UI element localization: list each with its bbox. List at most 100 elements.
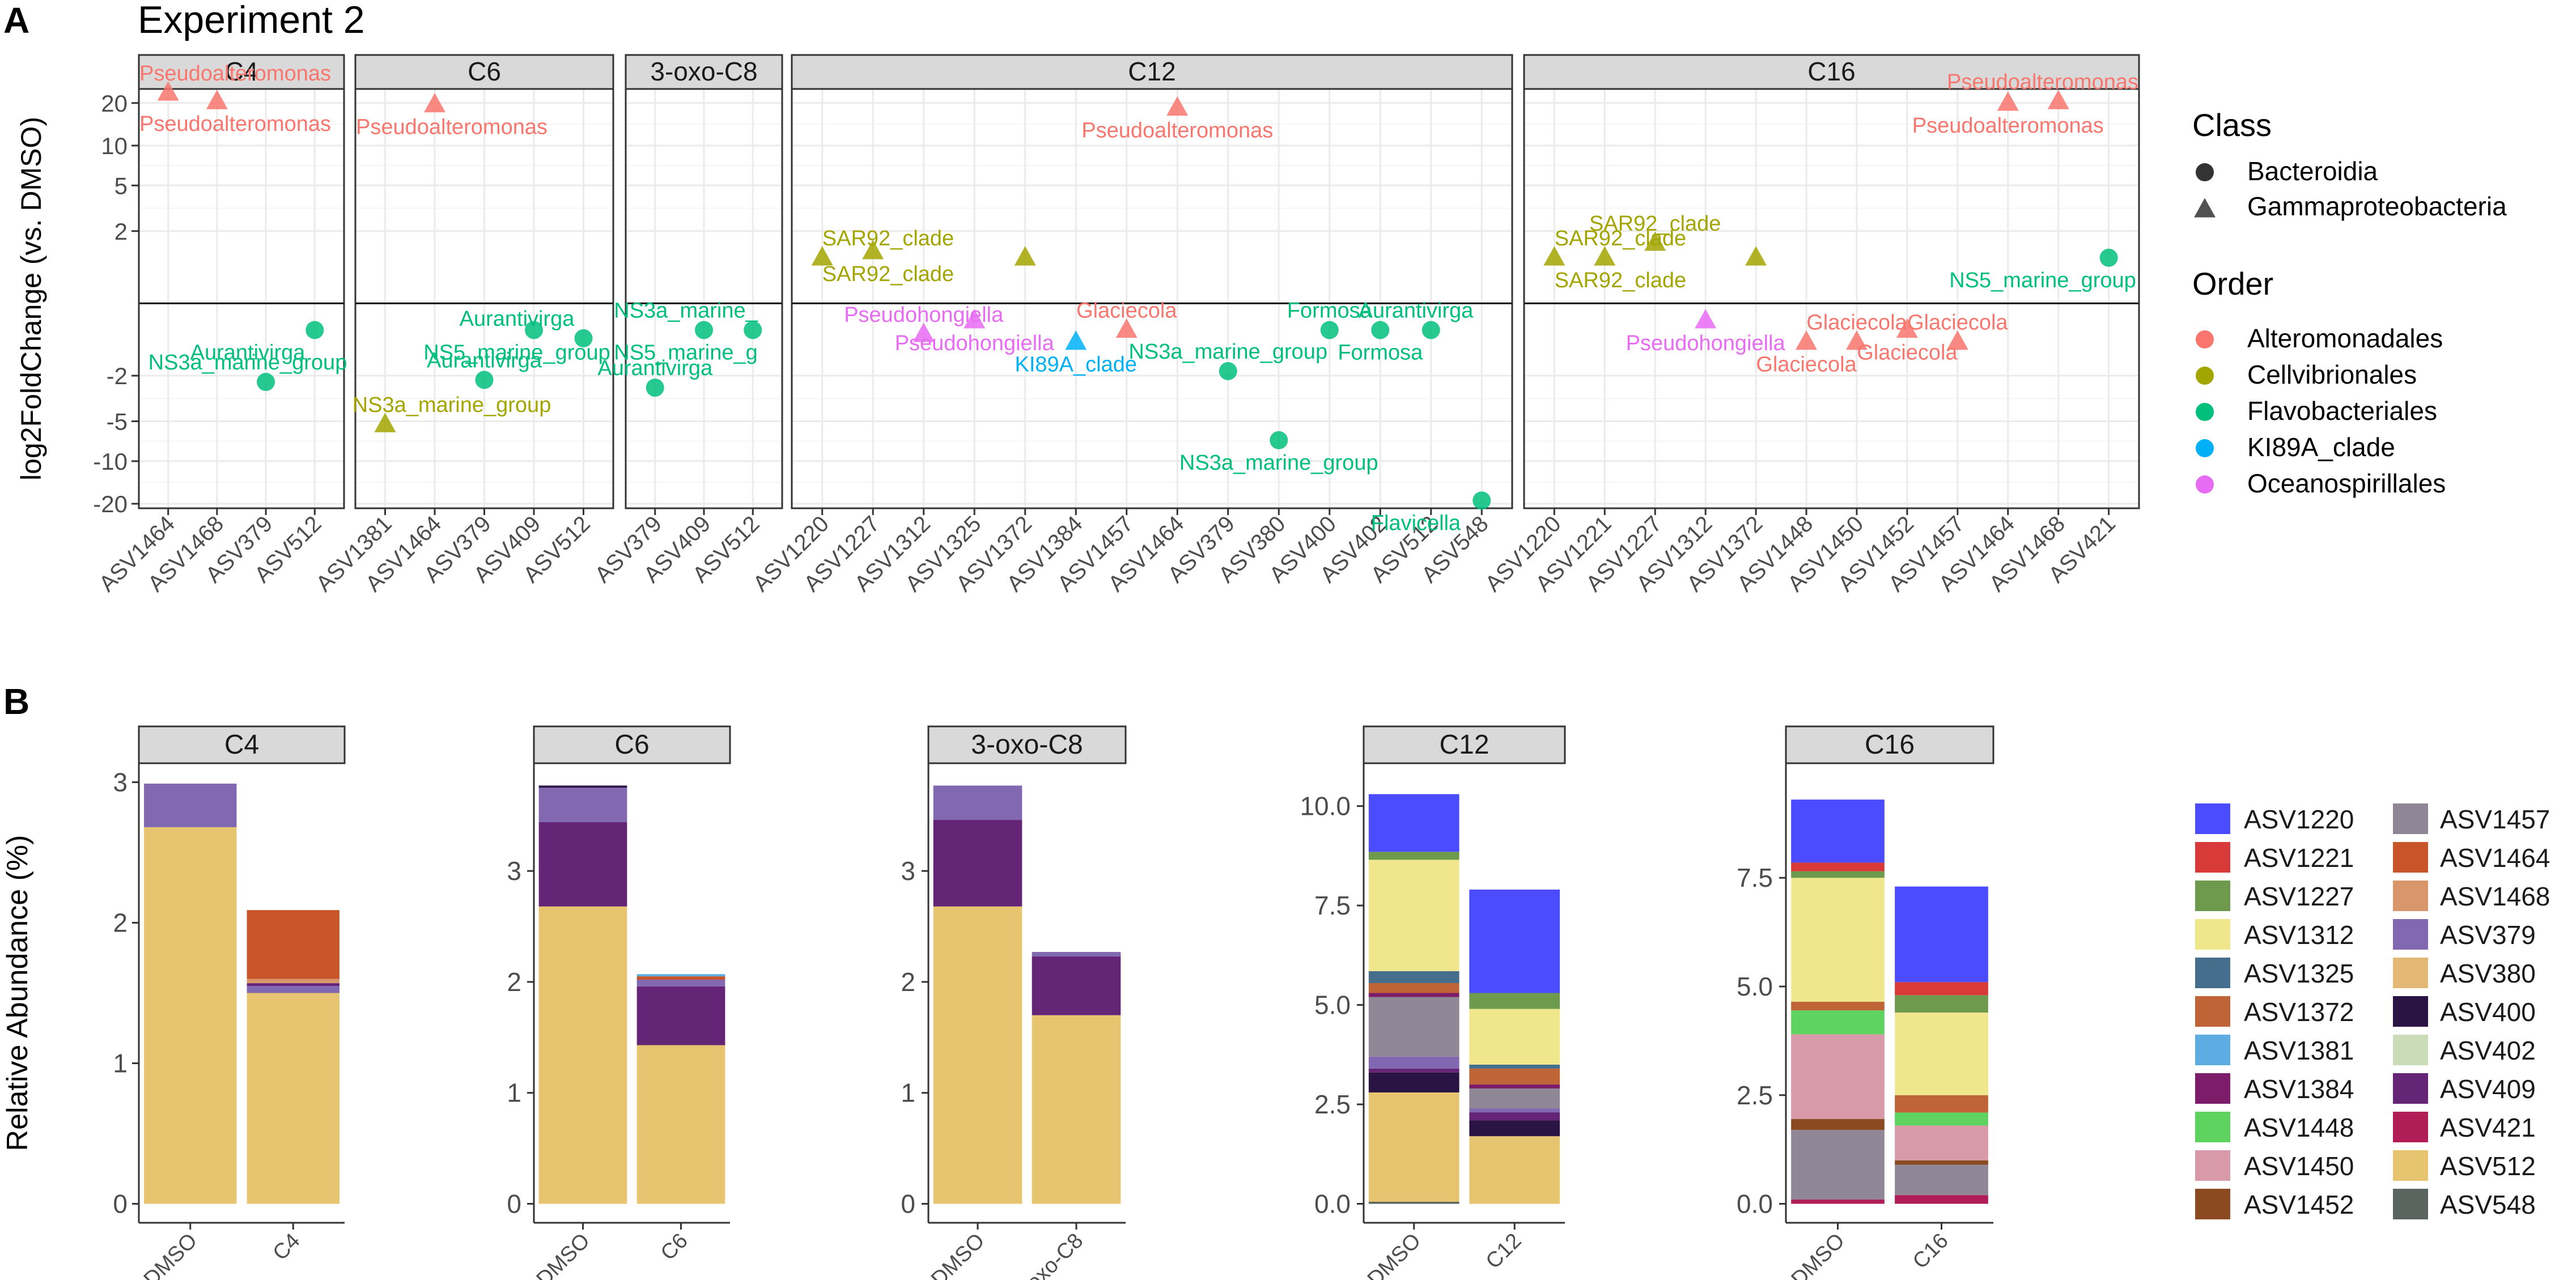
x-tick-label: C4 — [269, 1229, 305, 1265]
bar-segment-ASV1312 — [1791, 878, 1885, 1002]
point-ASV1381 — [374, 413, 396, 432]
bar-segment-ASV512 — [538, 906, 627, 1204]
legend-swatch — [2393, 1150, 2428, 1181]
bar-segment-ASV512 — [144, 827, 237, 1204]
point-ASV1448 — [1796, 330, 1818, 350]
bar-segment-ASV379 — [247, 986, 339, 993]
point-label: Pseudoalteromonas — [1947, 70, 2138, 94]
bar-segment-ASV1464 — [636, 976, 725, 980]
legend-label: ASV409 — [2440, 1074, 2536, 1104]
y-tick-label: 0.0 — [1314, 1189, 1351, 1219]
bar-segment-ASV1312 — [1368, 860, 1459, 971]
legend-swatch — [2195, 803, 2230, 834]
y-tick-label: 5.0 — [1314, 990, 1351, 1020]
point-label: Aurantivirga — [1359, 299, 1474, 322]
legend-shape-circle — [2196, 163, 2214, 181]
y-tick-label: 1 — [901, 1078, 915, 1108]
point-ASV1312 — [913, 322, 935, 342]
point-label: Flavicella — [1371, 511, 1461, 535]
bar-segment-ASV1457 — [1895, 1164, 1988, 1196]
panel-a-label: A — [3, 0, 29, 41]
legend-swatch — [2195, 1189, 2230, 1219]
point-label: KI89A_clade — [1015, 353, 1137, 377]
y-tick-label: 1 — [507, 1078, 521, 1108]
facet-a-C4: C4ASV1464ASV1468ASV379ASV512Pseudoaltero… — [94, 54, 347, 597]
x-tick-label: C16 — [1908, 1229, 1953, 1274]
legend-label: ASV1384 — [2244, 1074, 2354, 1104]
bar-segment-ASV1457 — [1368, 997, 1459, 1057]
bar-segment-ASV512 — [933, 906, 1022, 1204]
point-ASV409 — [525, 321, 543, 339]
bar-segment-ASV512 — [1368, 1092, 1459, 1202]
legend-label: ASV512 — [2440, 1151, 2536, 1181]
legend-swatch — [2393, 803, 2428, 834]
facet-title: C6 — [468, 57, 501, 86]
bar-segment-ASV409 — [1032, 956, 1121, 1015]
point-label: Glaciecola — [1857, 341, 1958, 364]
facet-b-C4: C4 0 1 2 3 DMSO C4 — [113, 725, 346, 1280]
y-tick-label: 2 — [114, 218, 128, 245]
bar-segment-ASV1312 — [1895, 1013, 1988, 1095]
legend-order-label: Flavobacteriales — [2247, 396, 2437, 426]
facet-b-3-oxo-C8: 3-oxo-C8 0 1 2 3 DMSO 3-oxo-C8 — [901, 725, 1127, 1280]
point-label: NS5_marine_group — [1949, 269, 2136, 292]
legend-label: ASV421 — [2440, 1113, 2536, 1142]
bar-segment-ASV1372 — [1791, 1001, 1885, 1011]
point-ASV1220 — [811, 246, 833, 266]
facet-title: C12 — [1128, 57, 1175, 86]
legend-label: ASV1464 — [2440, 843, 2550, 873]
point-ASV379 — [1219, 362, 1237, 380]
legend-swatch — [2195, 919, 2230, 950]
legend-swatch — [2393, 1189, 2428, 1219]
bar-segment-ASV512 — [1032, 1015, 1121, 1204]
bar-segment-ASV1452 — [1895, 1160, 1988, 1165]
point-ASV1325 — [964, 309, 986, 329]
y-tick-label: 2 — [113, 908, 128, 937]
bar-segment-ASV1325 — [1469, 1064, 1560, 1069]
point-ASV1312 — [1695, 309, 1717, 329]
point-ASV1221 — [1594, 246, 1616, 266]
point-ASV1227 — [1644, 231, 1666, 251]
point-label: Pseudohongiella — [1626, 331, 1786, 355]
point-label: Pseudoalteromonas — [1912, 114, 2104, 138]
legend-order-swatch — [2196, 330, 2214, 348]
x-tick-label: C6 — [656, 1229, 693, 1265]
bar-segment-ASV421 — [1791, 1199, 1885, 1204]
x-tick-label: DMSO — [1363, 1229, 1425, 1280]
bar-segment-ASV379 — [538, 788, 627, 822]
legend-order-label: Alteromonadales — [2247, 324, 2443, 353]
facet-a-3-oxo-C8: 3-oxo-C8ASV379ASV409ASV512AurantivirgaNS… — [590, 54, 783, 588]
point-label: Glaciecola — [1806, 311, 1907, 335]
point-ASV402 — [1371, 321, 1390, 339]
point-label: Glaciecola — [1907, 311, 2008, 335]
bar-segment-ASV379 — [1469, 1108, 1560, 1113]
legend-label: ASV548 — [2440, 1190, 2536, 1219]
legend-label: ASV1372 — [2244, 997, 2354, 1027]
facet-strip — [927, 725, 1127, 764]
point-label: SAR92_clade — [1555, 227, 1686, 250]
y-tick-label: 2.5 — [1737, 1081, 1773, 1110]
panel-b-ylabel: Relative Abundance (%) — [1, 835, 34, 1151]
point-label: Pseudoalteromonas — [139, 112, 331, 136]
point-label: Aurantivirga — [597, 356, 713, 380]
facet-a-C12: C12ASV1220ASV1227ASV1312ASV1325ASV1372AS… — [748, 54, 1513, 597]
point-label: SAR92_clade — [822, 227, 954, 250]
facet-strip — [1785, 725, 1994, 764]
y-tick-label: -5 — [107, 408, 128, 435]
y-tick-label: 20 — [101, 90, 128, 117]
bar-segment-ASV1227 — [1791, 871, 1885, 878]
legend-label: ASV1452 — [2244, 1190, 2354, 1219]
point-ASV379 — [475, 371, 494, 389]
legend-label: ASV400 — [2440, 997, 2536, 1027]
x-tick-label: C12 — [1482, 1229, 1526, 1274]
point-ASV1372 — [1745, 246, 1767, 266]
point-ASV379 — [646, 379, 664, 397]
legend-label: ASV1325 — [2244, 959, 2354, 988]
point-label: SAR92_clade — [822, 262, 954, 286]
legend-swatch — [2393, 842, 2428, 873]
y-tick-label: -10 — [93, 448, 128, 475]
bar-segment-ASV1457 — [1469, 1088, 1560, 1109]
y-tick-label: 7.5 — [1314, 891, 1351, 920]
facet-title: 3-oxo-C8 — [650, 57, 757, 86]
bar-segment-ASV1220 — [1368, 794, 1459, 852]
